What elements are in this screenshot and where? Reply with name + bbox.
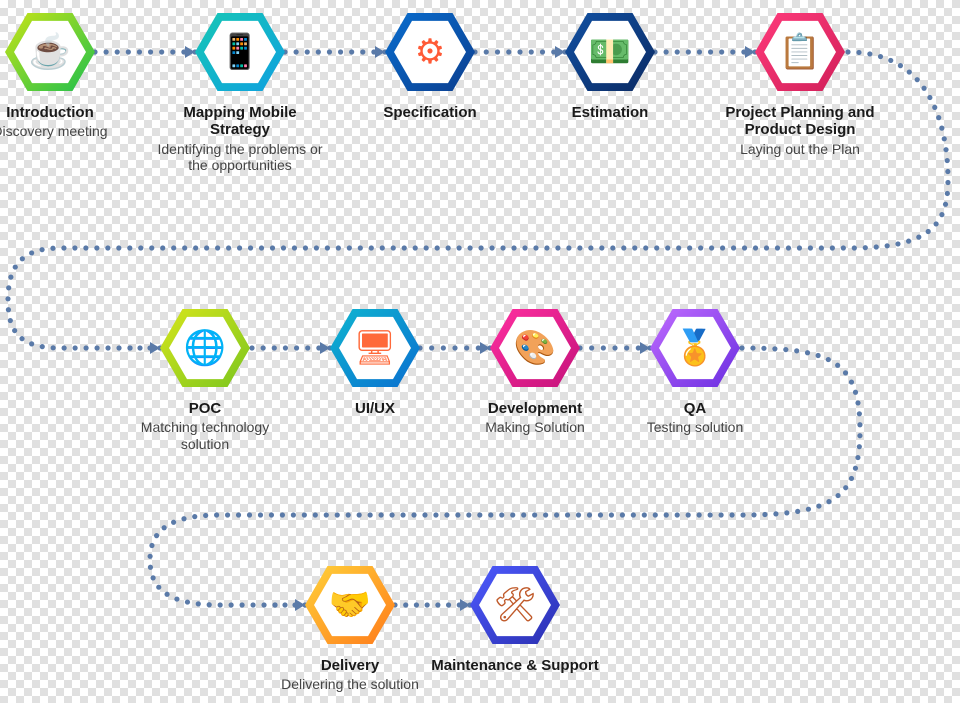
label-planning: Project Planning and Product Design Layin… bbox=[715, 104, 885, 157]
node-mapping: 📱 Mapping Mobile StrategyIdentifying the … bbox=[155, 6, 325, 174]
label-uiux: UI/UX bbox=[290, 400, 460, 417]
title-mapping: Mapping Mobile Strategy bbox=[155, 104, 325, 139]
handshake-icon: 🤝 bbox=[329, 586, 371, 624]
label-maintenance: Maintenance & Support bbox=[430, 657, 600, 674]
title-qa: QA bbox=[610, 400, 780, 417]
title-poc: POC bbox=[120, 400, 290, 417]
label-poc: POC Matching technology solution bbox=[120, 400, 290, 453]
hex-specification: ⚙ bbox=[384, 6, 476, 98]
subtitle-poc: Matching technology solution bbox=[120, 419, 290, 453]
label-specification: Specification bbox=[345, 104, 515, 121]
subtitle-planning: Laying out the Plan bbox=[715, 141, 885, 158]
label-mapping: Mapping Mobile StrategyIdentifying the p… bbox=[155, 104, 325, 174]
hex-estimation: 💵 bbox=[564, 6, 656, 98]
hex-delivery: 🤝 bbox=[304, 559, 396, 651]
hex-maintenance: 🛠 bbox=[469, 559, 561, 651]
coffee-icon: ☕ bbox=[29, 31, 71, 71]
subtitle-qa: Testing solution bbox=[610, 419, 780, 436]
globe-icon: 🌐 bbox=[184, 328, 226, 367]
label-delivery: Delivery Delivering the solution bbox=[265, 657, 435, 693]
label-estimation: Estimation bbox=[525, 104, 695, 121]
node-specification: ⚙ Specification bbox=[345, 6, 515, 121]
node-planning: 📋 Project Planning and Product Design Layi… bbox=[715, 6, 885, 157]
label-introduction: Introduction Discovery meeting bbox=[0, 104, 135, 140]
gear-icon: ⚙ bbox=[415, 33, 445, 71]
tools-icon: 🛠 bbox=[493, 586, 536, 624]
title-planning: Project Planning and Product Design bbox=[715, 104, 885, 139]
node-qa: 🏅 QA Testing solution bbox=[610, 302, 780, 436]
node-delivery: 🤝 Delivery Delivering the solution bbox=[265, 559, 435, 693]
subtitle-mapping: Identifying the problems or the opportun… bbox=[155, 141, 325, 175]
monitor-icon: 🖥 bbox=[353, 329, 396, 367]
hex-planning: 📋 bbox=[754, 6, 846, 98]
hex-mapping: 📱 bbox=[194, 6, 286, 98]
title-delivery: Delivery bbox=[265, 657, 435, 674]
title-introduction: Introduction bbox=[0, 104, 135, 121]
title-maintenance: Maintenance & Support bbox=[430, 657, 600, 674]
node-maintenance: 🛠 Maintenance & Support bbox=[430, 559, 600, 674]
badge-icon: 🏅 bbox=[674, 328, 716, 368]
money-icon: 💵 bbox=[589, 33, 631, 71]
process-flow-diagram: ☕ Introduction Discovery meeting 📱 Mapping M… bbox=[0, 0, 960, 703]
node-poc: 🌐 POC Matching technology solution bbox=[120, 302, 290, 453]
hex-poc: 🌐 bbox=[159, 302, 251, 394]
title-specification: Specification bbox=[345, 104, 515, 121]
subtitle-delivery: Delivering the solution bbox=[265, 676, 435, 693]
node-introduction: ☕ Introduction Discovery meeting bbox=[0, 6, 135, 140]
palette-icon: 🎨 bbox=[514, 327, 556, 367]
hex-introduction: ☕ bbox=[4, 6, 96, 98]
hex-development: 🎨 bbox=[489, 302, 581, 394]
node-development: 🎨 Development Making Solution bbox=[450, 302, 620, 436]
subtitle-introduction: Discovery meeting bbox=[0, 123, 135, 140]
label-qa: QA Testing solution bbox=[610, 400, 780, 436]
node-estimation: 💵 Estimation bbox=[525, 6, 695, 121]
title-uiux: UI/UX bbox=[290, 400, 460, 417]
label-development: Development Making Solution bbox=[450, 400, 620, 436]
hex-uiux: 🖥 bbox=[329, 302, 421, 394]
hex-qa: 🏅 bbox=[649, 302, 741, 394]
subtitle-development: Making Solution bbox=[450, 419, 620, 436]
title-estimation: Estimation bbox=[525, 104, 695, 121]
title-development: Development bbox=[450, 400, 620, 417]
mobile-icon: 📱 bbox=[219, 32, 261, 71]
clipboard-icon: 📋 bbox=[779, 32, 821, 71]
node-uiux: 🖥 UI/UX bbox=[290, 302, 460, 417]
